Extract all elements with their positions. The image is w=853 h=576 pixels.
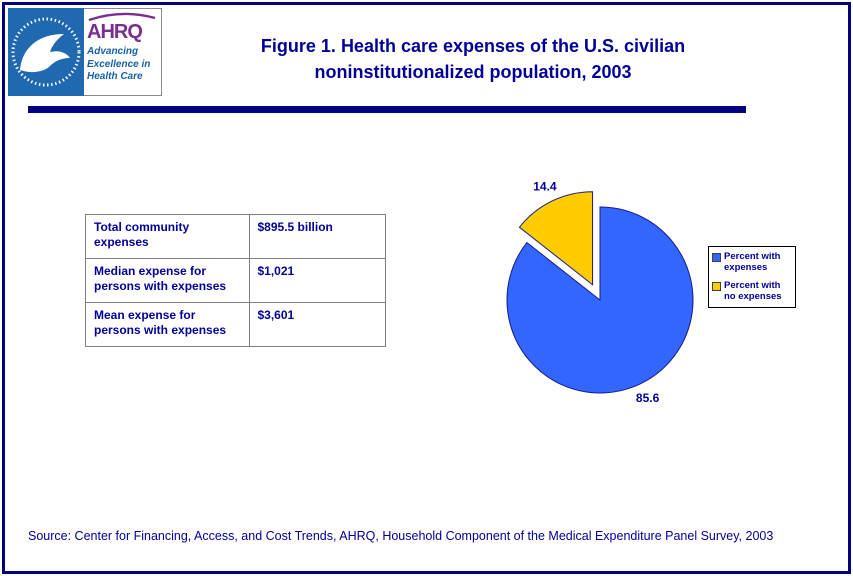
ahrq-tagline: Advancing Excellence in Health Care (87, 46, 158, 84)
table-label-cell: Median expense for persons with expenses (85, 258, 250, 303)
legend-item: Percent with expenses (712, 251, 792, 274)
figure-title-line2: noninstitutionalized population, 2003 (314, 62, 632, 83)
pie-slice-0 (506, 206, 694, 394)
pie-data-label: 14.4 (533, 180, 557, 194)
table-row: Median expense for persons with expenses… (85, 258, 386, 303)
table-label-cell: Mean expense for persons with expenses (85, 302, 250, 347)
table-value-cell: $1,021 (248, 258, 386, 303)
hhs-eagle-icon (11, 17, 81, 87)
legend-label: Percent with no expenses (724, 279, 782, 303)
pie-chart-area: 85.6 14.4 (455, 150, 765, 450)
legend-swatch-no-expenses (712, 281, 721, 291)
table-row: Total community expenses $895.5 billion (85, 214, 386, 259)
ahrq-logo: AHRQ Advancing Excellence in Health Care (84, 8, 162, 96)
stats-table: Total community expenses $895.5 billion … (85, 214, 386, 347)
table-label-cell: Total community expenses (85, 214, 250, 259)
legend-swatch-expenses (712, 253, 721, 262)
table-row: Mean expense for persons with expenses $… (85, 302, 386, 347)
pie-data-label: 85.6 (636, 391, 660, 405)
header-divider-bar (28, 106, 746, 113)
pie-chart: 85.6 14.4 (506, 180, 694, 405)
figure-title: Figure 1. Health care expenses of the U.… (173, 33, 773, 85)
legend-label: Percent with expenses (724, 251, 781, 274)
ahrq-wordmark: AHRQ (87, 21, 143, 43)
figure-title-line1: Figure 1. Health care expenses of the U.… (260, 36, 686, 56)
pie-slice-1 (518, 191, 594, 286)
ahrq-swoosh-icon (88, 12, 156, 21)
source-note: Source: Center for Financing, Access, an… (28, 529, 774, 543)
table-value-cell: $895.5 billion (248, 214, 386, 259)
table-value-cell: $3,601 (248, 302, 386, 347)
legend-item: Percent with no expenses (712, 280, 792, 303)
pie-legend: Percent with expenses Percent with no ex… (708, 246, 796, 308)
hhs-logo (8, 8, 84, 96)
ahrq-tagline-line: Advancing (87, 46, 139, 57)
ahrq-tagline-line: Excellence in (87, 58, 151, 70)
ahrq-tagline-line: Health Care (87, 71, 143, 82)
logo-block: AHRQ Advancing Excellence in Health Care (8, 8, 162, 96)
